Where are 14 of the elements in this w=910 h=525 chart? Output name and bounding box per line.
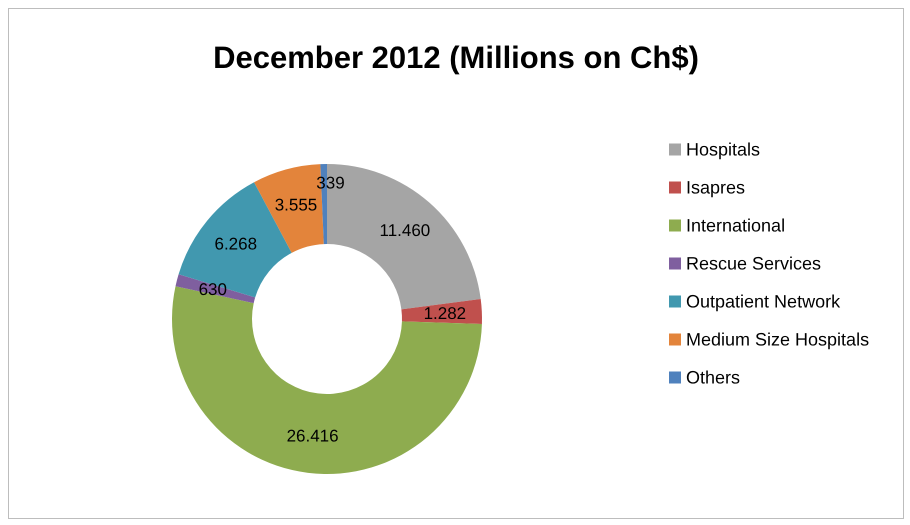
legend-label: Medium Size Hospitals bbox=[686, 330, 870, 350]
legend-label: Rescue Services bbox=[686, 254, 822, 274]
legend-label: Isapres bbox=[686, 178, 746, 198]
data-label: 26.416 bbox=[286, 426, 339, 446]
legend-label: Hospitals bbox=[686, 140, 760, 160]
data-label: 3.555 bbox=[274, 196, 318, 215]
data-label: 11.460 bbox=[380, 220, 430, 240]
legend-label: Outpatient Network bbox=[686, 292, 842, 312]
legend-label: Others bbox=[686, 368, 740, 388]
chart-title: December 2012 (Millions on Ch$) bbox=[213, 40, 699, 75]
data-label: 630 bbox=[198, 280, 227, 299]
legend-label: International bbox=[686, 216, 786, 236]
data-label: 6.268 bbox=[214, 234, 258, 254]
data-label: 1.282 bbox=[424, 304, 466, 323]
